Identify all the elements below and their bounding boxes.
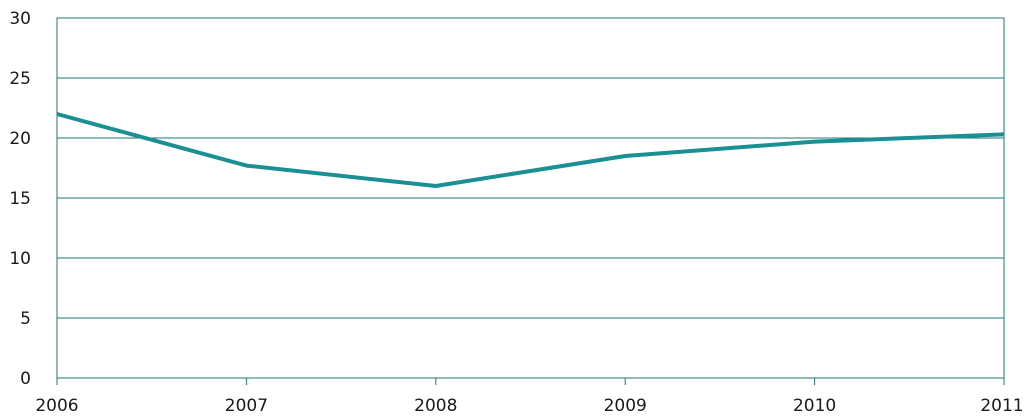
- gridlines: [57, 77, 1004, 319]
- y-tick-label: 30: [9, 9, 31, 29]
- y-tick-label: 5: [20, 309, 31, 329]
- y-tick-label: 10: [9, 249, 31, 269]
- x-tick-label: 2010: [793, 396, 836, 416]
- x-tick-label: 2007: [225, 396, 268, 416]
- y-tick-label: 20: [9, 129, 31, 149]
- y-tick-label: 0: [20, 369, 31, 389]
- x-tick-label: 2011: [980, 396, 1023, 416]
- x-tick-label: 2008: [414, 396, 457, 416]
- y-tick-label: 25: [9, 69, 31, 89]
- x-tick-label: 2006: [35, 396, 78, 416]
- x-axis-tick-labels: 2006 2007 2008 2009 2010 2011: [35, 396, 1023, 416]
- plot-frame: [56, 17, 1005, 379]
- x-axis-tick-marks: [56, 378, 1005, 385]
- y-tick-label: 15: [9, 189, 31, 209]
- series-layer: [56, 112, 1005, 188]
- y-axis-tick-labels: 0 5 10 15 20 25 30: [9, 9, 31, 389]
- series-line-0: [56, 112, 1005, 188]
- x-tick-label: 2009: [604, 396, 647, 416]
